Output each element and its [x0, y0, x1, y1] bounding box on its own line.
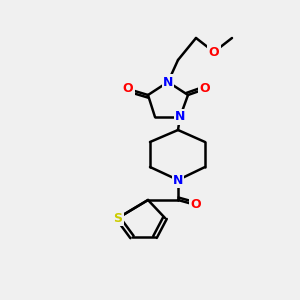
- Text: N: N: [175, 110, 185, 124]
- Text: O: O: [123, 82, 133, 95]
- Text: N: N: [173, 173, 183, 187]
- Text: O: O: [191, 199, 201, 212]
- Text: N: N: [163, 76, 173, 88]
- Text: O: O: [200, 82, 210, 95]
- Text: O: O: [209, 46, 219, 59]
- Text: S: S: [113, 212, 122, 224]
